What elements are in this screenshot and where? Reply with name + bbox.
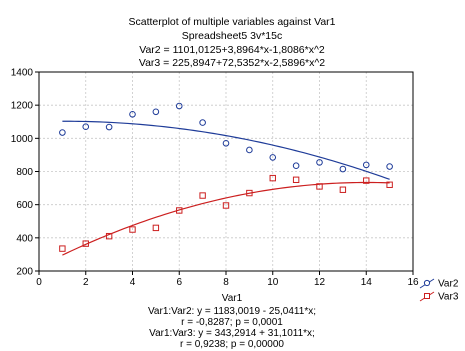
point-var2 <box>82 123 90 131</box>
point-var2 <box>269 154 277 161</box>
fit-curve-var2 <box>62 120 390 180</box>
legend-label-var2: Var2 <box>438 279 459 290</box>
point-var3 <box>199 192 206 199</box>
point-var2 <box>129 110 136 118</box>
point-var2 <box>386 163 393 170</box>
point-var2 <box>339 165 347 173</box>
axis-ticks: 0 2 4 6 8 10 12 14 16 200 400 600 800 1000 1200 1400 <box>11 68 419 289</box>
point-var3 <box>386 181 393 188</box>
y-tick-label: 1400 <box>11 68 34 79</box>
grid-lines <box>39 72 413 271</box>
legend-marker-var3 <box>424 293 430 299</box>
point-var2 <box>222 140 230 147</box>
point-var3 <box>363 177 370 184</box>
x-axis-label: Var1 <box>222 293 243 304</box>
legend-marker-var2 <box>423 279 431 287</box>
point-var2 <box>246 146 253 154</box>
chart-title: Scatterplot of multiple variables agains… <box>129 16 336 28</box>
y-tick-label: 1200 <box>11 101 34 112</box>
point-var3 <box>339 186 347 193</box>
stats-var3-correlation: r = 0,9238; p = 0,00000 <box>180 339 284 350</box>
point-var3 <box>222 202 230 209</box>
point-var2 <box>105 123 113 131</box>
point-var2 <box>316 159 323 166</box>
point-var3 <box>176 207 183 214</box>
x-tick-label: 12 <box>314 277 326 288</box>
regression-stats: Var1:Var2: y = 1183,0019 - 25,0411*x; r … <box>148 306 316 350</box>
fit-curves <box>62 120 390 256</box>
fit-equation-var2: Var2 = 1101,0125+3,8964*x-1,8086*x^2 <box>139 44 325 56</box>
point-var2 <box>152 108 160 116</box>
point-var3 <box>82 240 89 247</box>
stats-var2-correlation: r = -0,8287; p = 0,0001 <box>181 317 283 328</box>
x-tick-label: 14 <box>361 277 373 288</box>
stats-var3-equation: Var1:Var3: y = 343,2914 + 31,1011*x; <box>149 328 315 339</box>
point-var3 <box>152 224 160 232</box>
point-var2 <box>362 161 370 169</box>
point-var3 <box>316 183 323 190</box>
x-tick-label: 0 <box>36 277 42 288</box>
point-var2 <box>292 162 300 169</box>
y-tick-label: 600 <box>16 200 33 211</box>
x-tick-label: 4 <box>130 277 136 288</box>
x-tick-label: 8 <box>223 277 229 288</box>
point-var2 <box>175 102 183 110</box>
data-points <box>59 102 393 252</box>
y-tick-label: 800 <box>16 167 33 178</box>
point-var2 <box>59 129 66 136</box>
y-tick-label: 1000 <box>11 134 34 145</box>
x-tick-label: 6 <box>176 277 182 288</box>
x-tick-label: 10 <box>267 277 279 288</box>
point-var3 <box>269 174 276 182</box>
chart-title-block: Scatterplot of multiple variables agains… <box>129 16 336 69</box>
legend: Var2 Var3 <box>419 279 459 303</box>
y-tick-label: 400 <box>16 233 33 244</box>
chart-subtitle: Spreadsheet5 3v*15c <box>182 30 282 42</box>
point-var3 <box>59 245 66 252</box>
stats-var2-equation: Var1:Var2: y = 1183,0019 - 25,0411*x; <box>148 306 316 317</box>
fit-curve-var3 <box>62 181 390 256</box>
point-var3 <box>292 176 300 183</box>
x-tick-label: 2 <box>83 277 89 288</box>
fit-equation-var3: Var3 = 225,8947+72,5352*x-2,5896*x^2 <box>139 57 325 69</box>
legend-label-var3: Var3 <box>438 292 459 303</box>
point-var3 <box>129 226 136 233</box>
point-var2 <box>199 119 206 126</box>
point-var3 <box>246 189 253 197</box>
point-var3 <box>105 232 113 240</box>
x-tick-label: 16 <box>407 277 419 288</box>
y-tick-label: 200 <box>16 267 33 278</box>
